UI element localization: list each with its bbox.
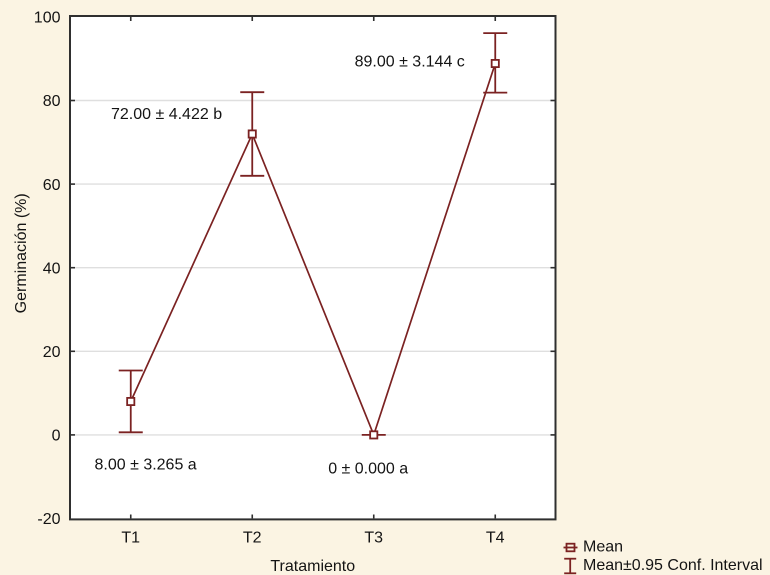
svg-text:T4: T4 [486, 530, 505, 547]
svg-text:-20: -20 [37, 511, 60, 528]
svg-text:0: 0 [52, 428, 61, 445]
svg-text:Tratamiento: Tratamiento [270, 558, 355, 575]
svg-text:89.00 ± 3.144 c: 89.00 ± 3.144 c [355, 54, 465, 71]
svg-text:20: 20 [43, 344, 61, 361]
svg-text:Germinación (%): Germinación (%) [13, 193, 30, 313]
svg-text:40: 40 [43, 260, 61, 277]
svg-text:0 ± 0.000 a: 0 ± 0.000 a [328, 460, 408, 477]
svg-text:Mean±0.95 Conf. Interval: Mean±0.95 Conf. Interval [583, 557, 763, 574]
svg-text:Mean: Mean [583, 539, 623, 556]
svg-text:T2: T2 [243, 530, 262, 547]
svg-text:T3: T3 [364, 530, 383, 547]
svg-text:100: 100 [34, 10, 61, 27]
svg-text:72.00 ± 4.422 b: 72.00 ± 4.422 b [111, 106, 222, 123]
svg-text:80: 80 [43, 93, 61, 110]
svg-text:T1: T1 [121, 530, 140, 547]
svg-text:8.00 ± 3.265 a: 8.00 ± 3.265 a [95, 457, 197, 474]
svg-text:60: 60 [43, 177, 61, 194]
